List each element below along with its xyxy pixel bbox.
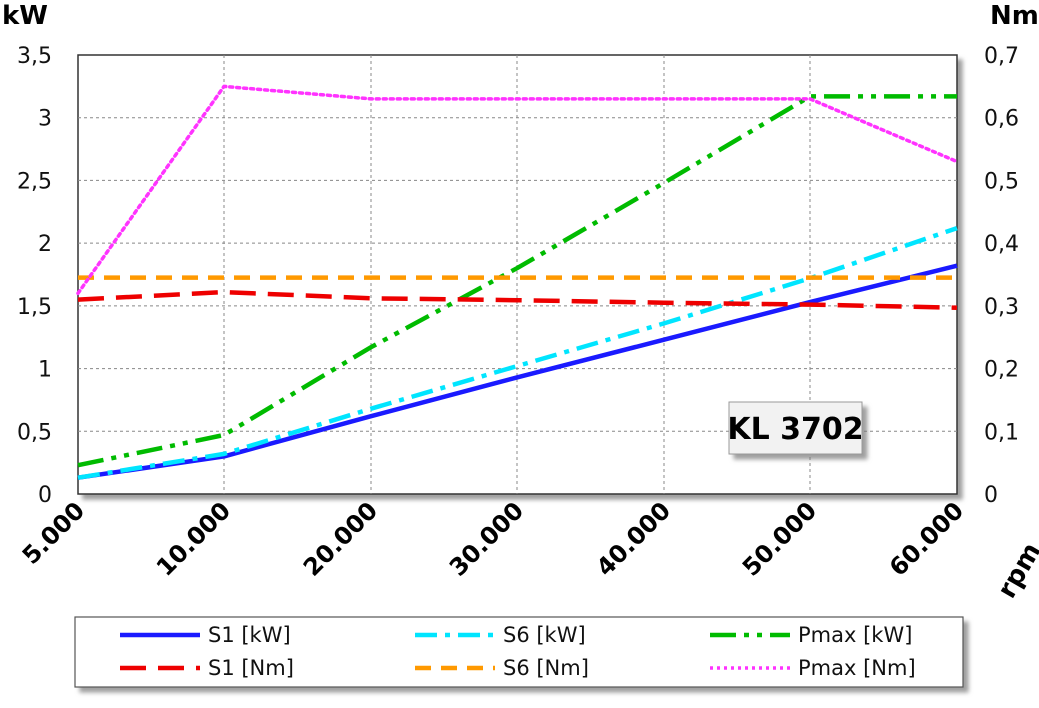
y-left-tick-label: 1 (38, 358, 52, 383)
series-lines (76, 84, 959, 480)
y-right-tick-label: 0,5 (984, 169, 1019, 194)
y-left-tick-label: 0 (38, 483, 52, 508)
y-right-tick-label: 0,4 (984, 232, 1019, 257)
series-line-3 (77, 289, 958, 310)
x-tick-label: 5.000 (17, 496, 90, 569)
legend-label: S6 [kW] (503, 623, 586, 647)
y-left-tick-label: 0,5 (17, 420, 52, 445)
y-right-tick-label: 0 (984, 483, 998, 508)
y-left-tick-label: 2 (38, 232, 52, 257)
x-axis: 5.000 10.000 20.000 30.000 40.000 50.000 60.00… (17, 496, 969, 581)
y-right-tick-label: 0,2 (984, 358, 1019, 383)
y-left-tick-label: 3 (38, 107, 52, 132)
x-tick-label: 40.000 (591, 496, 676, 581)
x-tick-label: 30.000 (444, 496, 529, 581)
x-tick-label: 10.000 (151, 496, 236, 581)
y-right-tick-label: 0,6 (984, 107, 1019, 132)
series-line-2 (77, 94, 957, 468)
y-axis-left: 0 0,5 1 1,5 2 2,5 3 3,5 (17, 44, 52, 508)
y-right-tick-label: 0,1 (984, 420, 1019, 445)
x-tick-label: 50.000 (737, 496, 822, 581)
x-tick-label: 20.000 (298, 496, 383, 581)
y-axis-right: 0 0,1 0,2 0,3 0,4 0,5 0,6 0,7 (984, 44, 1019, 508)
series-line-5 (76, 84, 959, 296)
legend-label: S1 [kW] (208, 623, 291, 647)
legend: S1 [kW] S6 [kW] Pmax [kW] S1 [Nm] S6 [Nm] Pma… (120, 623, 916, 680)
x-tick-label: 60.000 (884, 496, 969, 581)
y-right-tick-label: 0,3 (984, 295, 1019, 320)
legend-label: S6 [Nm] (503, 656, 589, 680)
legend-box (74, 616, 964, 688)
series-line-1 (77, 225, 958, 480)
y-axis-left-label: kW (2, 1, 48, 31)
model-annotation-box (728, 401, 863, 455)
series-line-0 (77, 263, 958, 480)
legend-label: S1 [Nm] (208, 656, 294, 680)
y-left-tick-label: 1,5 (17, 295, 52, 320)
legend-label: Pmax [kW] (798, 623, 912, 647)
legend-label: Pmax [Nm] (798, 656, 916, 680)
model-annotation-text: KL 3702 (727, 412, 863, 447)
model-annotation: KL 3702 (727, 401, 864, 455)
y-left-tick-label: 3,5 (17, 44, 52, 69)
y-left-tick-label: 2,5 (17, 169, 52, 194)
y-axis-right-label: Nm (990, 1, 1039, 31)
y-right-tick-label: 0,7 (984, 44, 1019, 69)
x-axis-label: rpm (992, 538, 1039, 604)
